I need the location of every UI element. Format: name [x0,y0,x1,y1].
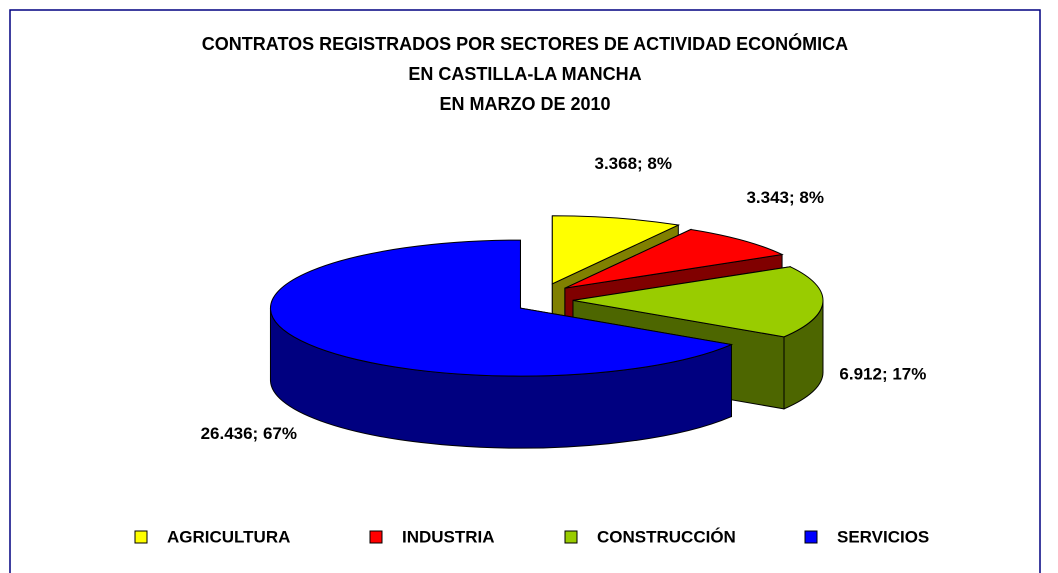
data-label: 3.343; 8% [746,188,824,207]
chart-frame [9,9,1041,573]
pie-slice [269,239,734,449]
chart-title: CONTRATOS REGISTRADOS POR SECTORES DE AC… [202,33,848,54]
legend-swatch [564,530,578,544]
slice-top [564,228,784,289]
legend-label: CONSTRUCCIÓN [597,527,736,546]
data-label: 3.368; 8% [594,154,672,173]
chart-title: EN MARZO DE 2010 [439,94,610,114]
slice-top [572,266,824,338]
legend-label: SERVICIOS [837,527,929,546]
chart-title: EN CASTILLA-LA MANCHA [408,64,641,84]
legend-label: INDUSTRIA [402,527,495,546]
slice-top [269,239,734,377]
data-label: 26.436; 67% [201,424,297,443]
legend-swatch [134,530,148,544]
legend-swatch [804,530,818,544]
slice-top [551,215,681,285]
legend-swatch [369,530,383,544]
legend-label: AGRICULTURA [167,527,290,546]
data-label: 6.912; 17% [839,365,926,384]
